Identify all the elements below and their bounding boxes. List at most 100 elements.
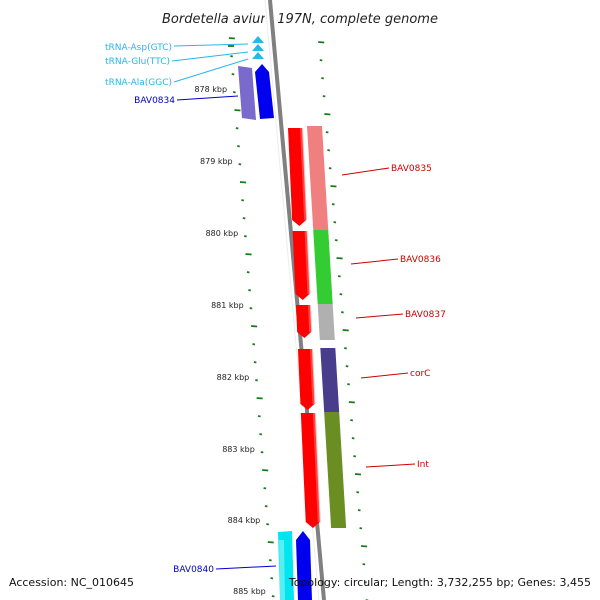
scale-label: 882 kbp (217, 373, 250, 382)
trna-ala-glyph (252, 52, 264, 59)
tick-mark (239, 181, 247, 184)
tick-mark (259, 433, 263, 436)
tick-mark (249, 307, 253, 310)
int-cds (324, 412, 347, 528)
bav0835-leader (341, 167, 390, 176)
tick-mark (228, 37, 236, 40)
bav0835-gene-sheen (300, 128, 308, 220)
scale-label: 883 kbp (222, 445, 255, 454)
trna-asp-leader (173, 43, 249, 47)
map-title: Bordetella avium 197N, complete genome (162, 12, 438, 27)
bav0837-label: BAV0837 (405, 310, 446, 320)
tick-mark (331, 203, 335, 206)
tick-mark (336, 257, 343, 260)
tick-mark (342, 329, 349, 332)
tick-mark (339, 293, 343, 296)
corc-gene-sheen (309, 349, 316, 404)
tick-mark (334, 239, 338, 242)
feature-glyphs (238, 36, 347, 600)
tick-mark (266, 523, 270, 526)
tick-mark (356, 491, 360, 494)
trna-asp-label: tRNA-Asp(GTC) (105, 43, 172, 53)
tick-mark (231, 73, 235, 76)
accession-text: Accession: NC_010645 (9, 576, 134, 589)
tick-mark (267, 541, 274, 544)
tick-mark (337, 275, 341, 278)
tick-mark (241, 199, 245, 202)
corc-cds (320, 348, 340, 412)
tick-mark (357, 509, 361, 512)
tick-mark (321, 77, 324, 80)
tick-mark (260, 451, 264, 454)
bav0835-label: BAV0835 (391, 164, 432, 174)
tick-mark (363, 581, 367, 584)
tick-mark (252, 343, 256, 346)
tick-mark (268, 559, 272, 562)
tick-mark (248, 289, 252, 292)
corc-gene (297, 349, 315, 410)
bav0834-cds (238, 66, 256, 120)
tick-mark (235, 127, 239, 130)
tick-mark (345, 365, 349, 368)
scale-labels: 878 kbp 879 kbp 880 kbp 881 kbp 882 kbp 883 k… (194, 85, 265, 596)
bav0835-cds (307, 126, 329, 230)
bav0834-label: BAV0834 (134, 96, 175, 106)
bav0836-gene (292, 231, 310, 300)
trna-asp-glyph (252, 36, 264, 43)
scale-label: 884 kbp (228, 516, 261, 525)
tick-mark (253, 361, 257, 364)
tick-mark (354, 473, 362, 476)
bav0836-gene-sheen (304, 231, 311, 294)
tick-mark (242, 217, 246, 220)
tick-mark (351, 437, 355, 440)
trna-ala-leader (173, 58, 249, 83)
tick-mark (353, 455, 357, 458)
tick-mark (256, 397, 263, 400)
tick-mark (318, 41, 325, 44)
tick-mark (362, 563, 366, 566)
tick-mark (319, 59, 323, 62)
tick-mark (251, 325, 258, 328)
tick-mark (271, 595, 275, 598)
tick-mark (230, 55, 233, 58)
int-label: Int (417, 460, 429, 470)
trna-glu-leader (171, 51, 249, 62)
scale-label: 881 kbp (211, 301, 244, 310)
tick-mark (237, 145, 240, 148)
tick-marks (228, 37, 369, 600)
tick-mark (255, 379, 258, 382)
trna-glu-glyph (252, 44, 264, 51)
tick-mark (360, 545, 368, 548)
tick-mark (262, 469, 269, 472)
tick-mark (341, 311, 344, 314)
scale-label: 885 kbp (233, 587, 266, 596)
tick-mark (245, 253, 252, 256)
bav0840-label: BAV0840 (173, 565, 214, 575)
tick-mark (322, 95, 326, 98)
bav0836-label: BAV0836 (400, 255, 441, 265)
tick-mark (234, 109, 241, 112)
bav0836-cds (313, 230, 333, 304)
bav0837-cds (317, 304, 335, 340)
tick-mark (330, 185, 337, 188)
scale-label: 878 kbp (194, 85, 227, 94)
bav0840-cds (278, 531, 294, 600)
corc-label: corC (410, 369, 430, 379)
tick-mark (246, 271, 250, 274)
tick-mark (325, 131, 329, 134)
tick-mark (350, 419, 354, 422)
tick-mark (344, 347, 347, 350)
tick-mark (327, 149, 331, 152)
trna-glu-label: tRNA-Glu(TTC) (105, 57, 170, 67)
bav0836-leader (350, 258, 399, 265)
bav0840-gene (296, 531, 312, 600)
feature-labels: tRNA-Asp(GTC) tRNA-Glu(TTC) tRNA-Ala(GGC) B… (105, 43, 446, 575)
int-gene-sheen (312, 413, 321, 522)
int-leader (365, 463, 416, 468)
tick-mark (324, 113, 331, 116)
tick-mark (359, 527, 363, 530)
bav0834-gene (255, 64, 274, 119)
bav0840-cds-sheen (279, 540, 285, 600)
tick-mark (263, 487, 267, 490)
